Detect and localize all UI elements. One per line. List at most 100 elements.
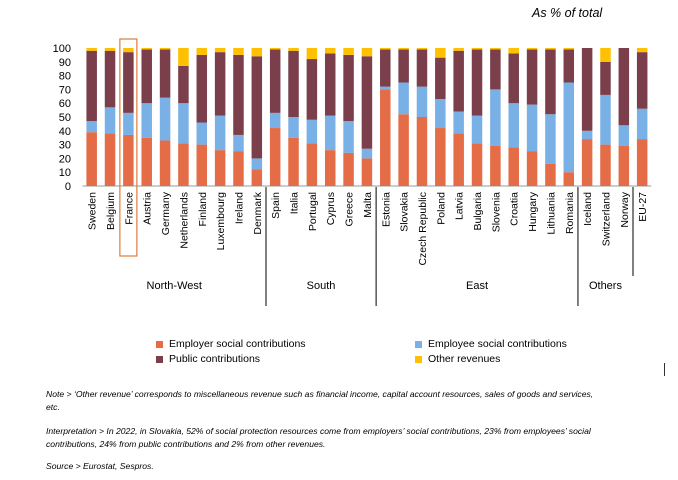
unit-note: As % of total — [532, 6, 603, 20]
employer-segment — [508, 147, 519, 186]
employee-segment — [380, 86, 391, 90]
x-tick-label: Austria — [142, 192, 154, 225]
other-segment — [196, 48, 208, 55]
y-tick-label: 100 — [53, 43, 71, 55]
employee-segment — [214, 115, 226, 151]
employee-segment — [324, 115, 336, 151]
employer-segment — [269, 128, 281, 186]
employer-segment — [233, 151, 244, 186]
group-label: East — [466, 280, 488, 292]
public-segment — [251, 56, 263, 159]
legend-employer-label: Employer social contributions — [169, 338, 306, 350]
employer-segment — [380, 89, 391, 186]
public-segment — [306, 59, 318, 120]
y-tick-label: 20 — [59, 153, 71, 165]
x-tick-label: Spain — [270, 192, 282, 219]
employer-segment — [581, 139, 593, 186]
employee-segment — [123, 112, 134, 135]
public-segment — [581, 48, 593, 131]
legend-employee-swatch — [415, 340, 422, 348]
other-segment — [435, 48, 446, 58]
employee-segment — [545, 114, 556, 164]
employer-segment — [104, 133, 116, 186]
employee-segment — [563, 82, 575, 173]
y-tick-label: 30 — [59, 140, 71, 152]
public-segment — [471, 49, 483, 116]
public-segment — [123, 52, 134, 113]
employee-segment — [508, 103, 519, 148]
employee-segment — [233, 134, 244, 152]
other-segment — [361, 48, 373, 57]
public-segment — [196, 54, 208, 123]
employer-segment — [288, 137, 299, 186]
x-tick-label: Slovakia — [399, 192, 411, 232]
employer-segment — [435, 128, 446, 186]
employer-segment — [251, 169, 263, 186]
x-tick-label: Estonia — [380, 192, 392, 227]
other-segment — [600, 48, 611, 62]
legend-public-label: Public contributions — [169, 353, 261, 365]
other-segment — [306, 48, 318, 60]
y-tick-label: 50 — [59, 112, 71, 124]
employer-segment — [398, 114, 409, 186]
x-tick-label: Denmark — [252, 191, 264, 234]
chart-source: Source > Eurostat, Sespros. — [46, 461, 154, 471]
other-segment — [636, 48, 648, 53]
x-tick-label: Greece — [344, 192, 356, 227]
y-tick-label: 40 — [59, 126, 71, 138]
x-tick-label: Switzerland — [600, 192, 612, 246]
employer-segment — [141, 137, 152, 186]
x-tick-label: Czech Republic — [417, 192, 429, 266]
public-segment — [343, 54, 354, 122]
public-segment — [526, 49, 538, 105]
employee-segment — [104, 107, 116, 134]
employer-segment — [306, 143, 318, 186]
employee-segment — [86, 121, 97, 133]
employee-segment — [471, 115, 483, 144]
legend-employer-swatch — [156, 340, 163, 348]
other-segment — [398, 48, 409, 50]
employer-segment — [196, 144, 208, 186]
employee-segment — [416, 86, 428, 117]
y-tick-label: 60 — [59, 98, 71, 110]
legend-employee-label: Employee social contributions — [428, 338, 567, 350]
public-segment — [453, 50, 464, 112]
x-tick-label: Hungary — [527, 191, 539, 231]
other-segment — [545, 48, 556, 50]
public-segment — [86, 50, 97, 122]
employee-segment — [141, 103, 152, 138]
x-tick-label: Luxembourg — [215, 192, 227, 251]
text-cursor — [664, 363, 665, 376]
x-tick-label: Ireland — [233, 192, 245, 224]
x-tick-label: Latvia — [454, 192, 466, 220]
other-segment — [141, 48, 152, 50]
y-tick-label: 0 — [65, 181, 71, 193]
y-tick-label: 70 — [59, 84, 71, 96]
employer-segment — [324, 150, 336, 186]
employee-segment — [581, 130, 593, 140]
y-tick-label: 90 — [59, 57, 71, 69]
employer-segment — [453, 133, 464, 186]
other-segment — [508, 48, 519, 54]
x-tick-label: Germany — [160, 191, 172, 235]
employee-segment — [178, 103, 189, 144]
other-segment — [86, 48, 97, 51]
other-segment — [159, 48, 171, 50]
legend-other-swatch — [415, 355, 422, 363]
public-segment — [380, 49, 391, 87]
employer-segment — [361, 158, 373, 186]
other-segment — [288, 48, 299, 51]
employer-segment — [600, 144, 611, 186]
other-segment — [471, 48, 483, 50]
public-segment — [600, 61, 611, 95]
public-segment — [324, 53, 336, 116]
employee-segment — [453, 111, 464, 134]
other-segment — [380, 48, 391, 50]
legend-other: Other revenues — [415, 353, 500, 365]
x-tick-label: Bulgaria — [472, 192, 484, 231]
other-segment — [453, 48, 464, 51]
x-tick-label: Slovenia — [490, 192, 502, 232]
group-label: South — [307, 280, 336, 292]
x-tick-label: Netherlands — [178, 192, 190, 249]
